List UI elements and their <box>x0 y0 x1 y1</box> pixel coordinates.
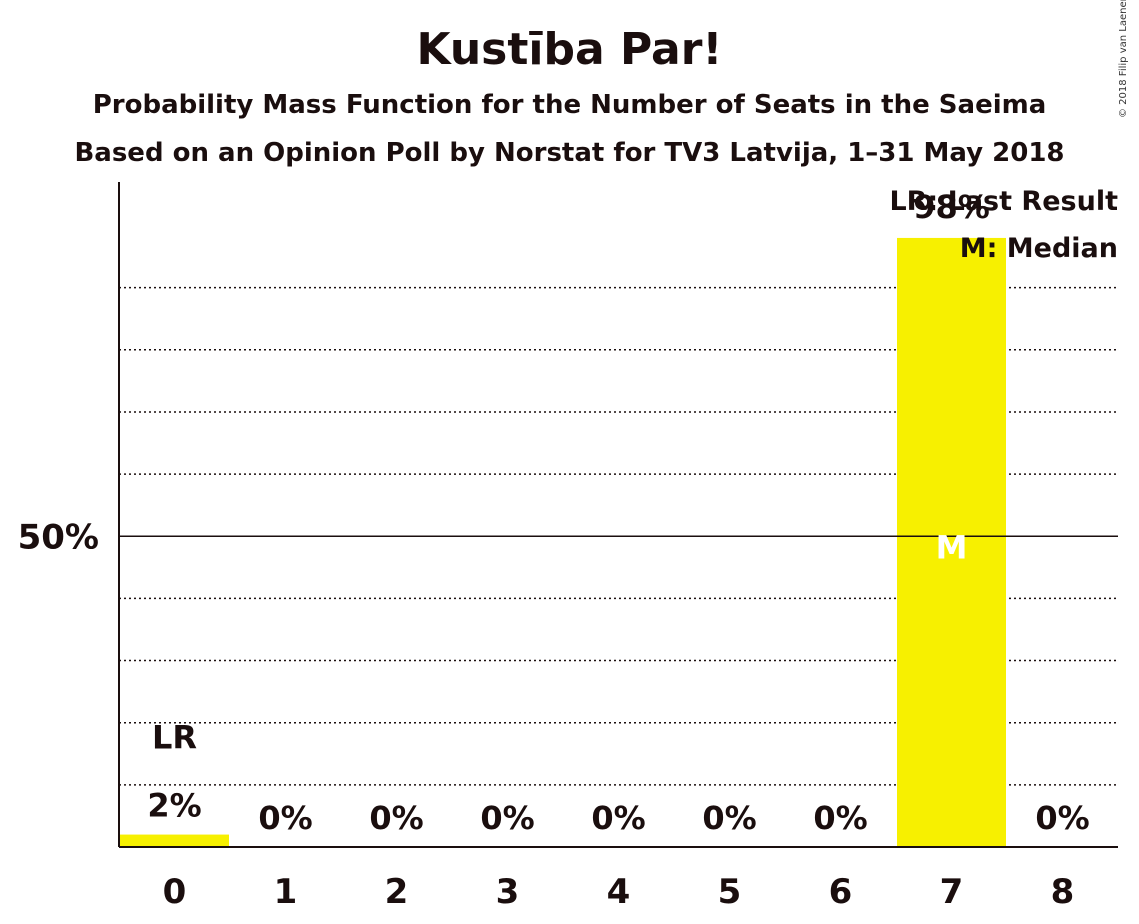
data-label: 0% <box>369 799 423 837</box>
chart-title: Kustība Par! <box>416 24 723 75</box>
x-tick-label: 3 <box>496 872 520 912</box>
bar <box>120 834 229 847</box>
x-tick-label: 6 <box>829 872 853 912</box>
x-tick-label: 2 <box>385 872 409 912</box>
x-tick-label: 4 <box>607 872 631 912</box>
data-label: 0% <box>702 799 756 837</box>
data-label: 0% <box>258 799 312 837</box>
data-label: 0% <box>1035 799 1089 837</box>
x-tick-label: 7 <box>940 872 964 912</box>
x-tick-label: 5 <box>718 872 742 912</box>
bar <box>897 237 1006 848</box>
data-label: 0% <box>813 799 867 837</box>
legend-last-result: LR: Last Result <box>889 186 1118 217</box>
chart-subtitle: Probability Mass Function for the Number… <box>92 90 1047 120</box>
x-tick-label: 1 <box>274 872 298 912</box>
legend-median: M: Median <box>960 233 1118 264</box>
data-label: 0% <box>591 799 645 837</box>
x-tick-label: 0 <box>163 872 187 912</box>
x-tick-label: 8 <box>1051 872 1075 912</box>
data-label: 0% <box>480 799 534 837</box>
last-result-marker: LR <box>152 719 197 757</box>
median-marker: M <box>936 528 968 566</box>
y-tick-label: 50% <box>18 517 99 557</box>
chart-subtitle-poll: Based on an Opinion Poll by Norstat for … <box>74 138 1065 168</box>
data-label: 2% <box>147 787 201 825</box>
data-label: 98% <box>913 188 990 226</box>
